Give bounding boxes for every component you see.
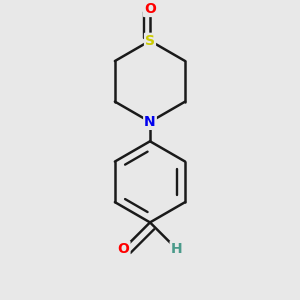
- Text: H: H: [171, 242, 182, 256]
- Text: S: S: [145, 34, 155, 48]
- Text: O: O: [118, 242, 130, 256]
- Text: N: N: [144, 115, 156, 129]
- Text: O: O: [144, 2, 156, 16]
